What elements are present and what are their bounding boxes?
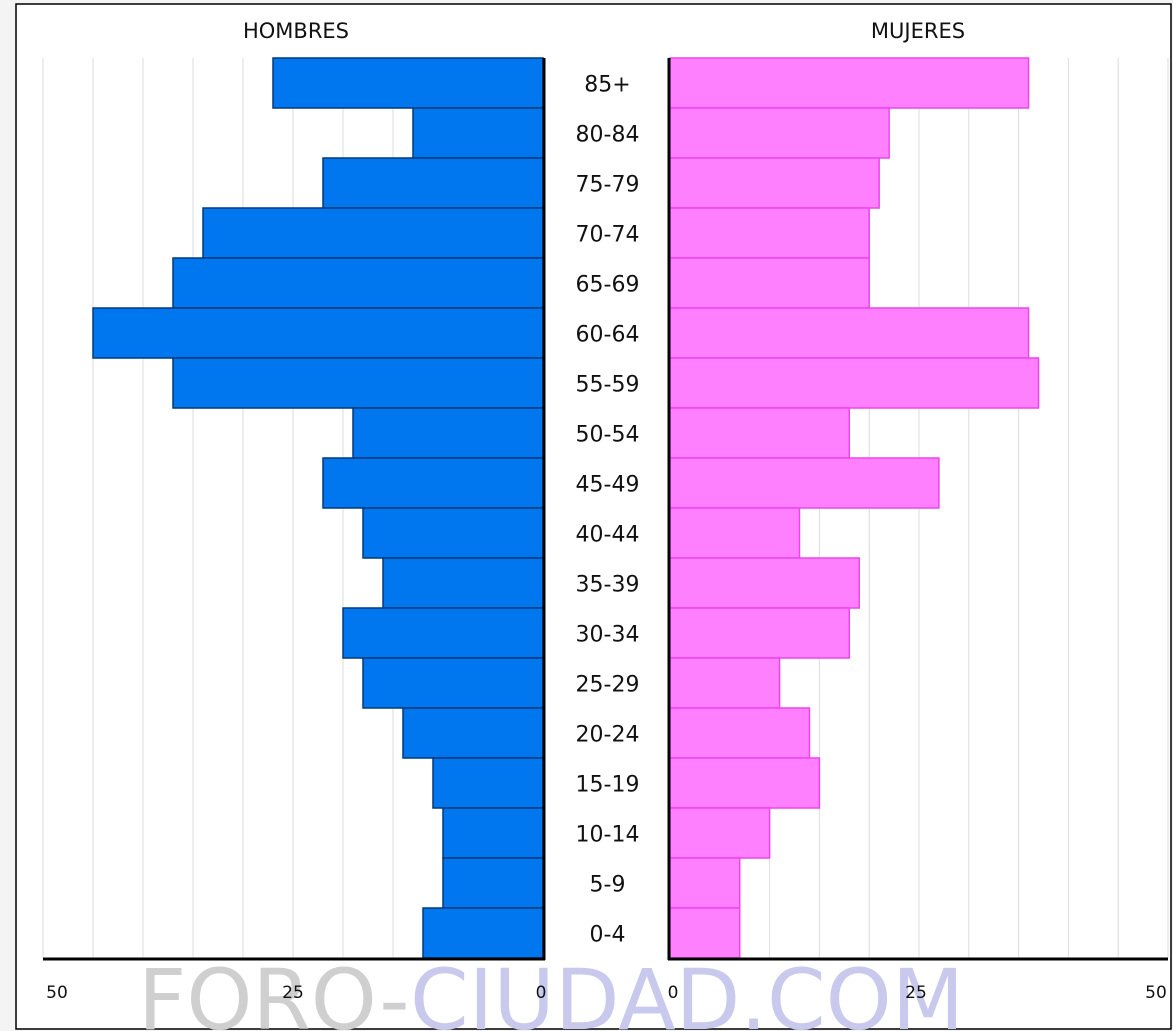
bar-mujeres	[669, 457, 940, 509]
bar-mujeres	[669, 907, 741, 959]
age-group-label: 30-34	[576, 623, 640, 648]
age-group-label: 45-49	[576, 473, 640, 498]
series-label-mujeres: MUJERES	[871, 19, 965, 43]
age-group-label: 40-44	[576, 523, 640, 548]
age-group-label: 70-74	[576, 223, 640, 248]
bar-mujeres	[669, 507, 801, 559]
age-group-label: 15-19	[576, 773, 640, 798]
tick-label-right: 0	[668, 983, 679, 1003]
bar-hombres	[382, 557, 544, 609]
bar-mujeres	[669, 807, 771, 859]
bar-hombres	[272, 57, 544, 109]
bar-hombres	[322, 157, 544, 209]
bar-mujeres	[669, 857, 741, 909]
bar-mujeres	[669, 707, 811, 759]
age-group-label: 5-9	[590, 873, 626, 898]
bar-mujeres	[669, 607, 851, 659]
watermark: FORO- CIUDAD.COM	[138, 951, 964, 1031]
bar-hombres	[362, 657, 544, 709]
bar-hombres	[422, 907, 544, 959]
bar-hombres	[442, 807, 544, 859]
series-label-hombres: HOMBRES	[243, 19, 349, 43]
age-group-label: 20-24	[576, 723, 640, 748]
bar-hombres	[172, 257, 544, 309]
left-tick-labels: 50 25 0	[46, 983, 546, 1003]
bar-hombres	[412, 107, 544, 159]
tick-label-right: 50	[1145, 983, 1167, 1003]
bar-mujeres	[669, 557, 860, 609]
bar-hombres	[362, 507, 544, 559]
bar-hombres	[442, 857, 544, 909]
tick-label-left: 25	[282, 983, 304, 1003]
bar-mujeres	[669, 57, 1030, 109]
age-group-label: 10-14	[576, 823, 640, 848]
watermark-text-ciudad: CIUDAD.COM	[410, 951, 964, 1031]
age-group-label: 80-84	[576, 123, 640, 148]
bar-hombres	[432, 757, 544, 809]
age-group-label: 85+	[584, 73, 630, 98]
figure-border	[15, 3, 1172, 1030]
bar-mujeres	[669, 657, 781, 709]
plot-background	[17, 5, 1170, 1028]
bars-mujeres	[669, 57, 1040, 959]
bar-hombres	[322, 457, 544, 509]
bar-mujeres	[669, 357, 1040, 409]
age-group-label: 0-4	[590, 923, 626, 948]
tick-label-right: 25	[905, 983, 927, 1003]
bars-hombres	[92, 57, 544, 959]
bar-hombres	[202, 207, 544, 259]
bar-mujeres	[669, 107, 890, 159]
right-tick-labels: 0 25 50	[668, 983, 1167, 1003]
bar-hombres	[352, 407, 544, 459]
bar-mujeres	[669, 757, 821, 809]
age-group-label: 35-39	[576, 573, 640, 598]
age-group-label: 25-29	[576, 673, 640, 698]
bar-hombres	[342, 607, 544, 659]
age-group-label: 75-79	[576, 173, 640, 198]
tick-label-left: 0	[536, 983, 547, 1003]
bar-hombres	[402, 707, 544, 759]
age-group-label: 55-59	[576, 373, 640, 398]
age-group-label: 50-54	[576, 423, 640, 448]
age-group-label: 60-64	[576, 323, 640, 348]
tick-label-left: 50	[46, 983, 68, 1003]
bar-mujeres	[669, 207, 870, 259]
bar-mujeres	[669, 157, 880, 209]
bar-hombres	[172, 357, 544, 409]
bar-hombres	[92, 307, 544, 359]
bar-mujeres	[669, 407, 851, 459]
age-group-labels: 85+ 80-84 75-79 70-74 65-69 60-64 55-59 50-54 45…	[576, 73, 640, 948]
watermark-text-foro: FORO-	[138, 951, 410, 1031]
age-group-label: 65-69	[576, 273, 640, 298]
bar-mujeres	[669, 257, 870, 309]
bar-mujeres	[669, 307, 1030, 359]
